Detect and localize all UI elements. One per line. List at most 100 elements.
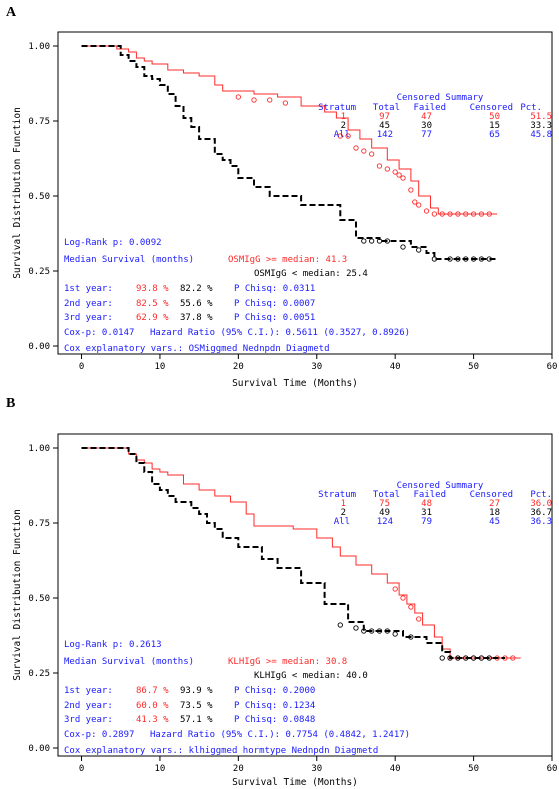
- header-failed: Failed: [413, 490, 446, 500]
- header-pct: Pct.: [520, 103, 542, 113]
- year-row-3: 3rd year: 62.9 % 37.8 % P Chisq: 0.0051: [64, 313, 315, 323]
- median-low: KLHIgG < median: 40.0: [254, 671, 368, 681]
- axes: 0 10 20 30 40 50 60 0.00 0.25 0.50 0.75 1.00: [28, 42, 557, 372]
- year-p: P Chisq: 0.0007: [234, 299, 315, 309]
- cell-stratum: 1: [341, 112, 346, 122]
- censor-mark-stratum-2: [486, 655, 492, 661]
- cell-stratum: 2: [341, 508, 346, 518]
- year-value-2: 37.8 %: [180, 313, 213, 323]
- plot-frame: [57, 31, 553, 355]
- x-tick-label: 0: [79, 362, 84, 372]
- censor-mark-stratum-1: [376, 163, 383, 169]
- censor-mark-stratum-1: [510, 655, 516, 661]
- cell-stratum: 1: [341, 499, 346, 509]
- year-row-2: 2nd year: 82.5 % 55.6 % P Chisq: 0.0007: [64, 299, 315, 309]
- year-value-1: 82.5 %: [136, 299, 169, 309]
- censor-mark-stratum-1: [416, 202, 422, 208]
- header-censored: Censored: [470, 103, 513, 113]
- year-label: 3rd year:: [64, 313, 113, 323]
- censored-summary: Censored Summary Stratum Total Failed Ce…: [318, 481, 552, 527]
- censor-mark-stratum-2: [478, 655, 485, 661]
- y-tick-label: 0.25: [28, 267, 50, 277]
- x-axis-label: Survival Time (Months): [232, 777, 358, 788]
- hazard-ratio-text: Hazard Ratio (95% C.I.): 0.5611 (0.3527,…: [150, 328, 410, 338]
- x-tick-label: 60: [547, 362, 558, 372]
- median-label: Median Survival (months): [64, 657, 194, 667]
- x-tick-label: 50: [468, 764, 479, 774]
- summary-row-2: 2 49 31 18 36.7: [341, 508, 552, 518]
- cox-p-text: Cox-p: 0.2897: [64, 730, 134, 740]
- y-tick-label: 0.00: [28, 342, 50, 352]
- censor-mark-stratum-2: [384, 628, 390, 634]
- year-label: 1st year:: [64, 686, 113, 696]
- censor-mark-stratum-1: [408, 187, 414, 193]
- censor-mark-stratum-1: [282, 100, 289, 106]
- censor-mark-stratum-2: [439, 655, 445, 661]
- panel-label: A: [6, 5, 17, 20]
- cell-total: 142: [377, 130, 393, 140]
- censor-mark-stratum-2: [455, 655, 461, 661]
- censor-mark-stratum-1: [400, 175, 406, 181]
- cell-stratum: 2: [341, 121, 346, 131]
- x-tick-label: 30: [311, 362, 322, 372]
- x-tick-label: 40: [390, 764, 401, 774]
- censor-mark-stratum-2: [337, 622, 343, 628]
- censored-summary: Censored Summary Stratum Total Failed Ce…: [318, 93, 552, 140]
- censor-mark-stratum-1: [431, 211, 438, 217]
- year-value-2: 57.1 %: [180, 715, 213, 725]
- censor-mark-stratum-2: [431, 256, 438, 262]
- x-tick-label: 20: [233, 362, 244, 372]
- stats-block: Log-Rank p: 0.2613 Median Survival (mont…: [64, 640, 410, 756]
- cell-pct: 36.0: [530, 499, 552, 509]
- survival-curve-stratum-2: [81, 45, 498, 260]
- summary-row-2: 2 45 30 15 33.3: [341, 121, 552, 131]
- censor-mark-stratum-2: [376, 628, 383, 634]
- censor-mark-stratum-2: [447, 655, 453, 661]
- stats-block: Log-Rank p: 0.0092 Median Survival (mont…: [64, 238, 410, 354]
- y-axis-label: Survival Distribution Function: [12, 509, 23, 681]
- cell-censored: 50: [489, 112, 500, 122]
- header-failed: Failed: [413, 103, 446, 113]
- survival-curve-stratum-1: [81, 447, 521, 659]
- censor-mark-stratum-1: [392, 586, 398, 592]
- x-tick-label: 50: [468, 362, 479, 372]
- x-tick-label: 30: [311, 764, 322, 774]
- year-label: 2nd year:: [64, 299, 113, 309]
- year-p: P Chisq: 0.0311: [234, 284, 315, 294]
- header-censored: Censored: [470, 490, 513, 500]
- median-label: Median Survival (months): [64, 255, 194, 265]
- censor-mark-stratum-1: [423, 208, 430, 214]
- median-high: KLHIgG >= median: 30.8: [228, 657, 347, 667]
- plot-frame: [57, 433, 553, 757]
- cox-vars-text: Cox explanatory vars.: klhiggmed hormtyp…: [64, 746, 378, 756]
- median-high: OSMIgG >= median: 41.3: [228, 255, 347, 265]
- censor-mark-stratum-1: [447, 211, 453, 217]
- x-tick-label: 40: [390, 362, 401, 372]
- year-value-1: 60.0 %: [136, 701, 169, 711]
- year-label: 2nd year:: [64, 701, 113, 711]
- header-stratum: Stratum: [318, 490, 356, 500]
- summary-title: Censored Summary: [397, 93, 484, 103]
- cell-total: 75: [379, 499, 390, 509]
- panel-b: B 0 10 20 30 40 50 60 0.00 0.25 0.50 0.75 1.00 Surv…: [6, 396, 557, 788]
- x-tick-label: 0: [79, 764, 84, 774]
- y-tick-label: 0.25: [28, 669, 50, 679]
- cell-failed: 47: [421, 112, 432, 122]
- censor-mark-stratum-2: [384, 238, 390, 244]
- cell-censored: 65: [489, 130, 500, 140]
- year-row-1: 1st year: 86.7 % 93.9 % P Chisq: 0.2000: [64, 686, 315, 696]
- summary-row-all: All 142 77 65 45.8: [334, 130, 552, 140]
- censor-mark-stratum-2: [361, 238, 367, 244]
- x-tick-label: 10: [155, 362, 166, 372]
- cell-pct: 36.3: [530, 517, 552, 527]
- censor-mark-stratum-1: [337, 133, 343, 139]
- year-value-1: 41.3 %: [136, 715, 169, 725]
- censor-mark-stratum-2: [455, 256, 461, 262]
- censor-mark-stratum-2: [369, 628, 375, 634]
- y-axis-label: Survival Distribution Function: [12, 107, 23, 279]
- cell-failed: 48: [421, 499, 432, 509]
- x-tick-label: 10: [155, 764, 166, 774]
- cell-failed: 30: [421, 121, 432, 131]
- censor-mark-stratum-2: [408, 634, 414, 640]
